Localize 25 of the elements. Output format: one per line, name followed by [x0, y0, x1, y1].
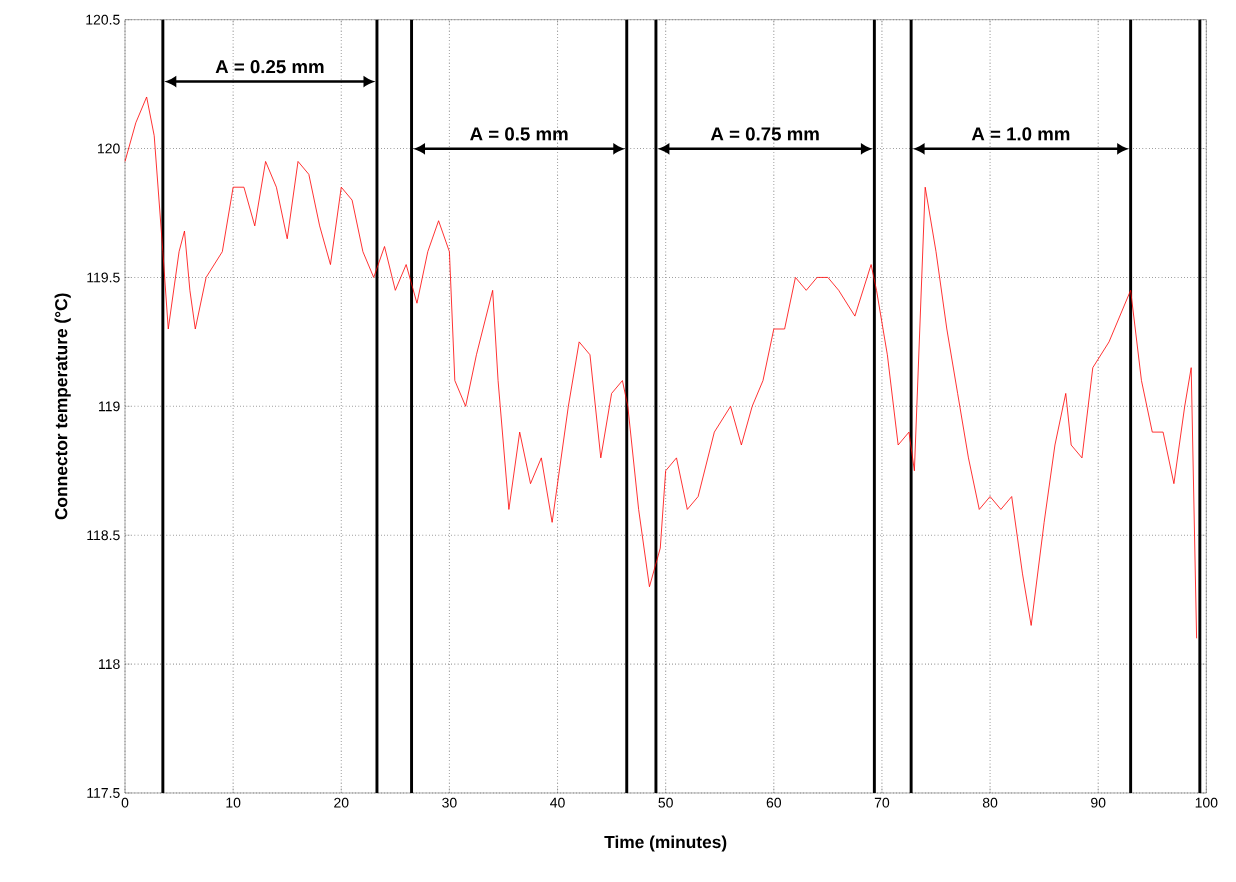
x-tick-label: 0 [121, 797, 129, 808]
x-tick-label: 40 [550, 797, 565, 808]
x-tick-label: 100 [1195, 797, 1218, 808]
y-tick-label: 118 [99, 659, 120, 670]
y-tick-label: 119 [99, 401, 120, 412]
x-tick-label: 20 [334, 797, 349, 808]
x-tick-label: 10 [226, 797, 241, 808]
x-tick-label: 30 [442, 797, 457, 808]
annotation: A = 1.0 mm [971, 127, 1070, 141]
y-tick-label: 117.5 [87, 788, 120, 798]
x-tick-label: 80 [982, 797, 998, 808]
x-tick-label: 60 [766, 797, 782, 808]
annotation: A = 0.5 mm [470, 127, 568, 141]
y-tick-label: 118.5 [87, 530, 120, 541]
x-tick-label: 90 [1091, 797, 1106, 808]
x-tick-label: 50 [658, 797, 673, 808]
annotation: A = 0.75 mm [710, 127, 819, 141]
y-tick-label: 119.5 [87, 272, 120, 283]
x-tick-label: 70 [874, 797, 890, 808]
y-axis-title: Connector temperature (°C) [54, 293, 71, 520]
annotation: A = 0.25 mm [215, 60, 324, 74]
x-axis-title: Time (minutes) [604, 835, 727, 852]
y-tick-label: 120 [98, 143, 120, 154]
line-series [124, 96, 1197, 639]
y-tick-label: 120.5 [86, 14, 120, 25]
